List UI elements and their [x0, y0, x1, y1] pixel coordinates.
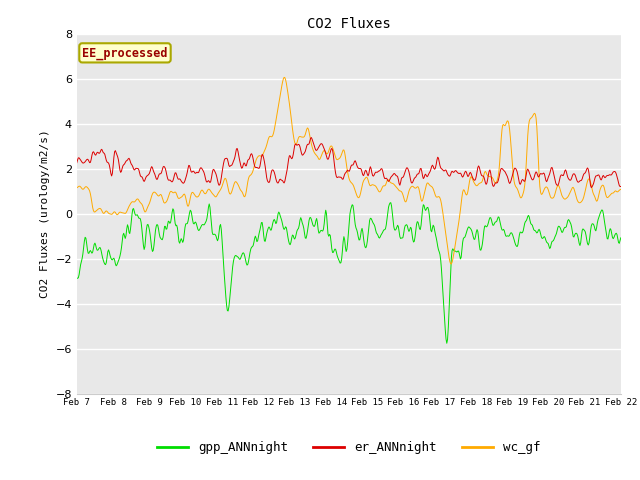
Text: EE_processed: EE_processed — [82, 46, 168, 60]
Title: CO2 Fluxes: CO2 Fluxes — [307, 17, 390, 31]
Y-axis label: CO2 Fluxes (urology/m2/s): CO2 Fluxes (urology/m2/s) — [40, 129, 50, 298]
Legend: gpp_ANNnight, er_ANNnight, wc_gf: gpp_ANNnight, er_ANNnight, wc_gf — [152, 436, 546, 459]
